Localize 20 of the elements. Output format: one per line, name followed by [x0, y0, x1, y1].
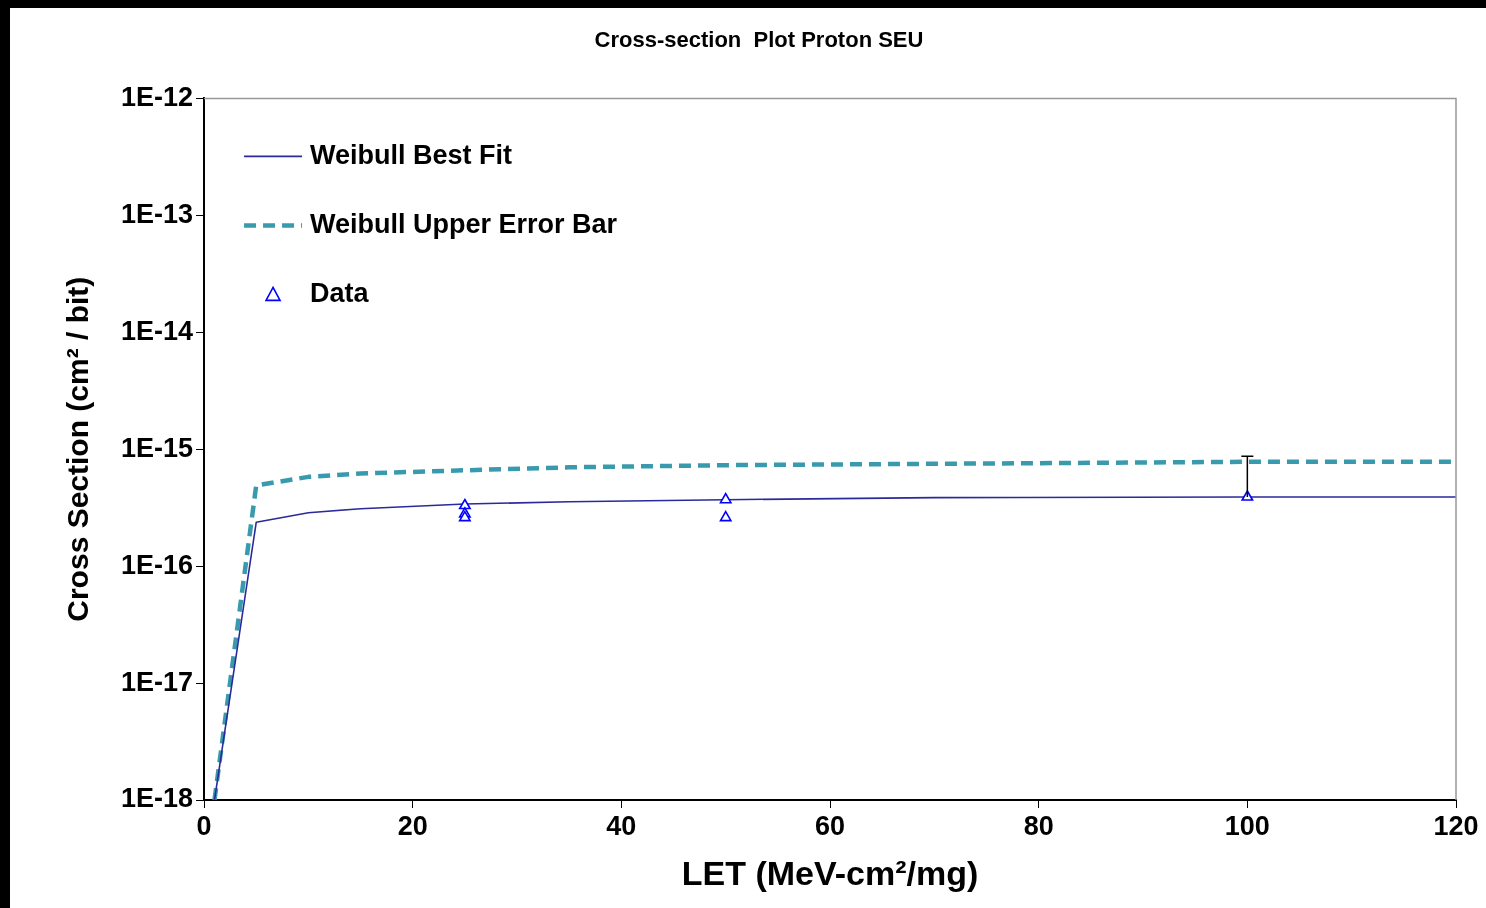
legend-label: Weibull Best Fit: [310, 139, 513, 170]
x-axis-title: LET (MeV-cm²/mg): [681, 853, 979, 892]
y-tick-label: 1E-16: [120, 549, 194, 580]
x-tick-label: 0: [196, 810, 212, 841]
x-tick-label: 80: [1023, 810, 1054, 841]
x-tick-label: 120: [1433, 810, 1479, 841]
y-tick-label: 1E-15: [120, 432, 194, 463]
x-tick-label: 100: [1224, 810, 1270, 841]
y-axis-title: Cross Section (cm² / bit): [61, 276, 95, 622]
y-tick-label: 1E-18: [120, 783, 194, 814]
chart-title: Cross-section Plot Proton SEU: [594, 27, 924, 53]
x-tick-label: 40: [606, 810, 637, 841]
x-tick-label: 20: [397, 810, 428, 841]
legend-label: Data: [310, 277, 370, 308]
x-tick-label: 60: [815, 810, 846, 841]
legend-label: Weibull Upper Error Bar: [310, 208, 618, 239]
y-tick-label: 1E-13: [120, 198, 194, 229]
y-tick-label: 1E-12: [120, 81, 194, 112]
y-tick-label: 1E-17: [120, 666, 194, 697]
y-tick-label: 1E-14: [120, 315, 194, 346]
